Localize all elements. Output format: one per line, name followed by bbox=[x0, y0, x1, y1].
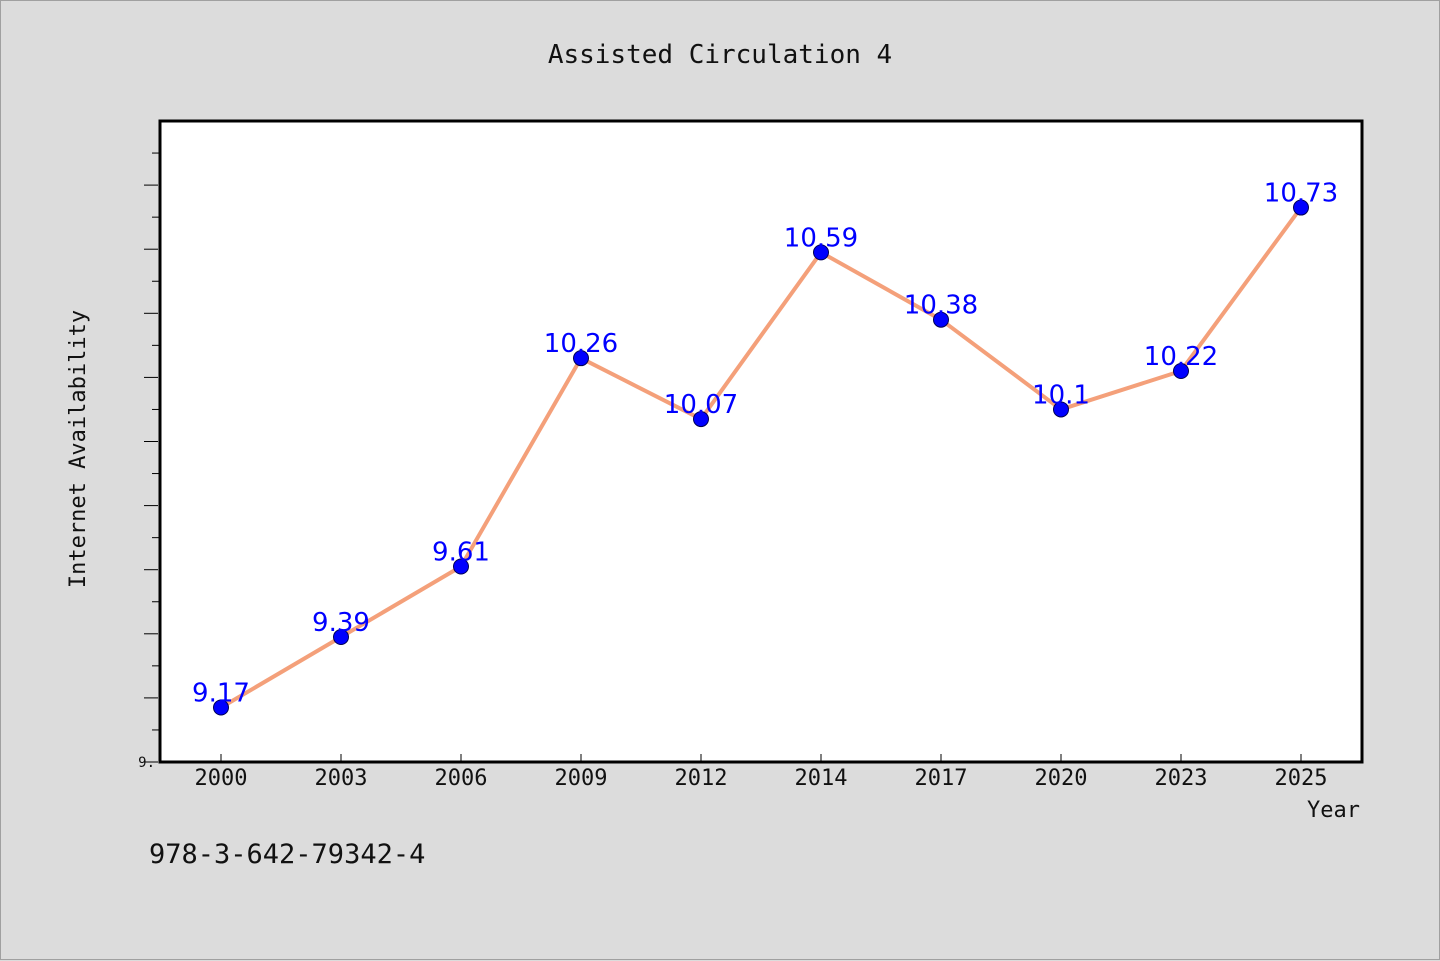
x-axis-tick-labels: 2000 2003 2006 2009 2012 2014 2017 2020 2023 2025 bbox=[195, 766, 1328, 791]
x-tick-label: 2009 bbox=[555, 766, 608, 791]
x-axis-ticks bbox=[220, 754, 1302, 762]
x-tick-label: 2014 bbox=[795, 766, 848, 791]
x-tick-label: 2000 bbox=[195, 766, 248, 791]
y-axis-ticks bbox=[144, 152, 160, 763]
data-point bbox=[933, 311, 949, 328]
x-tick-label: 2006 bbox=[435, 766, 488, 791]
y-axis-title: Internet Availability bbox=[66, 310, 91, 588]
x-axis-title: Year bbox=[1307, 798, 1360, 823]
data-point bbox=[213, 699, 229, 716]
x-tick-label: 2023 bbox=[1155, 766, 1208, 791]
data-markers bbox=[213, 199, 1309, 716]
data-label: 10.59 bbox=[784, 223, 858, 253]
data-label: 10.1 bbox=[1032, 380, 1090, 410]
x-tick-label: 2012 bbox=[675, 766, 728, 791]
data-label: 9.39 bbox=[312, 608, 370, 638]
data-point bbox=[1293, 199, 1309, 216]
isbn-text: 978-3-642-79342-4 bbox=[149, 839, 425, 870]
data-label: 10.26 bbox=[544, 329, 618, 359]
x-tick-label: 2025 bbox=[1275, 766, 1328, 791]
data-point bbox=[693, 411, 709, 428]
chart-title: Assisted Circulation 4 bbox=[548, 40, 892, 70]
x-tick-label: 2020 bbox=[1035, 766, 1088, 791]
x-tick-label: 2017 bbox=[915, 766, 968, 791]
data-point bbox=[333, 629, 349, 646]
data-point bbox=[1053, 401, 1069, 418]
data-point bbox=[453, 558, 469, 575]
y-axis-tick-labels: 9. bbox=[138, 755, 155, 771]
plot-area bbox=[158, 119, 1364, 764]
x-tick-label: 2003 bbox=[315, 766, 368, 791]
data-label: 9.17 bbox=[192, 679, 250, 709]
data-label: 10.38 bbox=[904, 291, 978, 321]
data-label: 10.73 bbox=[1264, 179, 1338, 209]
data-point bbox=[1173, 362, 1189, 379]
data-point bbox=[813, 244, 829, 261]
data-labels: 9.17 9.39 9.61 10.26 10.07 10.59 10.38 10.1 10.2… bbox=[192, 179, 1338, 709]
y-tick-label: 9. bbox=[138, 755, 155, 771]
data-label: 10.22 bbox=[1144, 342, 1218, 372]
data-point bbox=[573, 350, 589, 367]
data-label: 10.07 bbox=[664, 390, 738, 420]
series-line bbox=[219, 205, 1303, 710]
data-label: 9.61 bbox=[432, 537, 490, 567]
